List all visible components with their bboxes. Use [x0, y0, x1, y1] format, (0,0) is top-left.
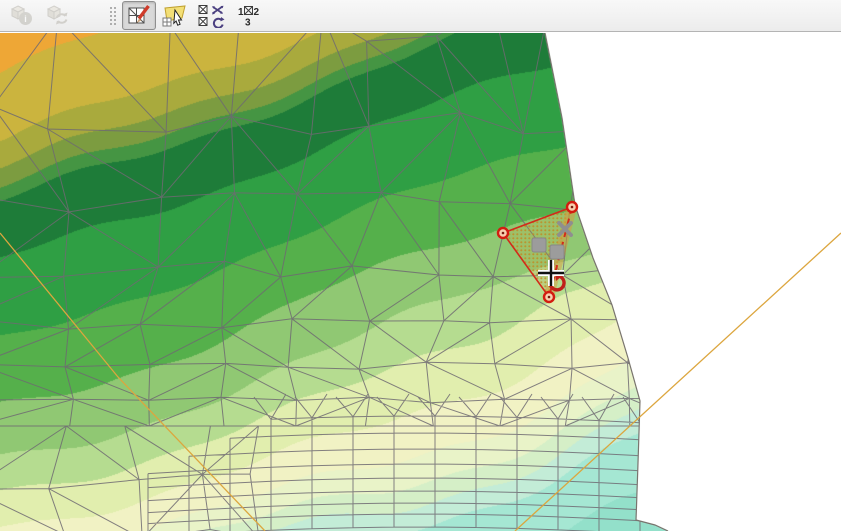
reindex-digit-1: 1: [238, 7, 244, 18]
edit-mesh-button[interactable]: [122, 1, 156, 30]
crosshair-cursor: [538, 260, 564, 286]
map-canvas[interactable]: [0, 33, 841, 531]
digitize-mesh-icon: [162, 5, 186, 27]
toolbar: i: [0, 0, 841, 32]
reload-button: [41, 1, 75, 30]
map-view: [0, 33, 841, 531]
selected-face-edges: [502, 206, 573, 298]
breakline: [0, 232, 266, 531]
breakline: [514, 232, 841, 531]
cube-reload-icon: [46, 5, 67, 25]
info-button: i: [5, 1, 39, 30]
transform-vertices-icon: [198, 4, 224, 28]
reindex-faces-vertices-button[interactable]: 1 2 3: [230, 1, 264, 30]
transform-vertices-button[interactable]: [194, 1, 228, 30]
square-marker[interactable]: [549, 244, 565, 260]
reindex-icon: 1 2 3: [238, 5, 259, 28]
vertex-center-dot: [501, 231, 505, 235]
mesh-edges: [0, 33, 668, 531]
info-glyph: i: [24, 14, 27, 24]
x-marker[interactable]: [557, 221, 573, 237]
toolbar-separator: [109, 5, 116, 26]
cube-info-icon: i: [10, 5, 32, 25]
map-overlay: [0, 33, 841, 531]
edit-mesh-icon: [128, 4, 150, 24]
square-marker[interactable]: [531, 237, 547, 253]
reindex-digit-3: 3: [245, 17, 251, 28]
reindex-digit-2: 2: [253, 7, 259, 18]
digitize-mesh-elements-button[interactable]: [158, 1, 192, 30]
mesh-boundary: [544, 33, 669, 531]
vertex-center-dot: [547, 295, 551, 299]
vertex-center-dot: [570, 205, 574, 209]
